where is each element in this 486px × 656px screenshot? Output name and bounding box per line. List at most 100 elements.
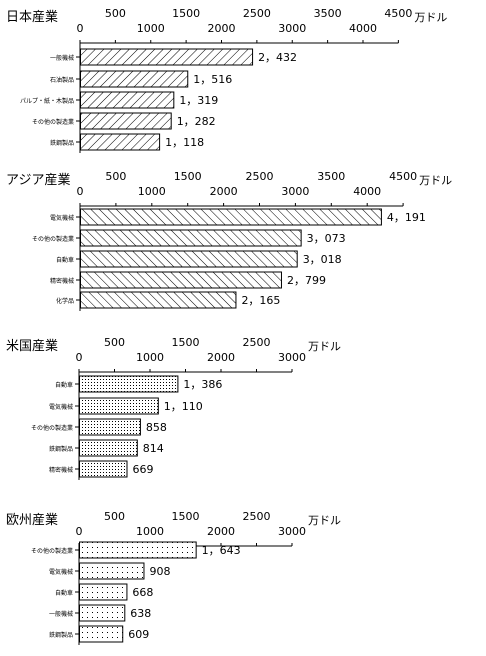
bar-0-4 (80, 133, 161, 151)
category-label-3-3: 一般機械 (49, 610, 73, 618)
x-tick-label-top-0-0: 500 (105, 7, 126, 20)
value-label-2-3: 814 (143, 442, 164, 455)
category-label-0-2: パルプ・紙・木製品 (20, 97, 74, 105)
x-tick-label-top-1-0: 500 (105, 170, 126, 183)
value-label-1-3: 2，799 (287, 274, 326, 287)
value-label-1-4: 2，165 (241, 294, 280, 307)
x-tick-label-top-0-2: 2500 (243, 7, 271, 20)
bar-2-2 (79, 418, 141, 436)
x-tick-label-bottom-3-1: 1000 (136, 525, 164, 538)
value-label-1-0: 4，191 (387, 211, 426, 224)
value-label-2-4: 669 (132, 463, 153, 476)
category-label-2-2: その他の製造業 (31, 424, 73, 432)
value-label-0-1: 1，516 (193, 73, 232, 86)
value-label-3-3: 638 (130, 607, 151, 620)
bar-1-2 (80, 250, 298, 268)
bar-2-4 (79, 460, 128, 478)
value-label-3-2: 668 (132, 586, 153, 599)
value-label-1-2: 3，018 (303, 253, 342, 266)
category-label-1-2: 自動車 (56, 256, 74, 264)
bar-3-0 (79, 541, 197, 559)
value-label-0-2: 1，319 (179, 94, 218, 107)
category-label-2-0: 自動車 (55, 381, 73, 389)
x-tick-label-top-1-4: 4500 (389, 170, 417, 183)
category-label-0-1: 石油製品 (50, 76, 74, 84)
chart-title-2: 米国産業 (6, 338, 58, 354)
category-label-3-2: 自動車 (55, 589, 73, 597)
value-label-1-1: 3，073 (307, 232, 346, 245)
category-label-3-1: 電気機械 (49, 568, 73, 576)
bar-0-0 (80, 48, 254, 66)
x-tick-label-top-3-1: 1500 (172, 510, 200, 523)
x-tick-label-bottom-0-4: 4000 (349, 22, 377, 35)
x-tick-label-top-0-1: 1500 (172, 7, 200, 20)
bar-2-1 (79, 397, 159, 415)
x-tick-label-bottom-3-0: 0 (76, 525, 83, 538)
x-tick-label-bottom-1-0: 0 (77, 185, 84, 198)
category-label-1-0: 電気機械 (50, 214, 74, 222)
category-label-0-4: 鉄鋼製品 (50, 139, 74, 147)
x-tick-label-top-1-3: 3500 (317, 170, 345, 183)
x-tick-label-top-1-1: 1500 (174, 170, 202, 183)
category-label-2-1: 電気機械 (49, 403, 73, 411)
category-label-3-4: 鉄鋼製品 (49, 631, 73, 639)
value-label-2-2: 858 (146, 421, 167, 434)
x-tick-label-bottom-2-1: 1000 (136, 351, 164, 364)
category-label-1-4: 化学品 (56, 297, 74, 305)
chart-title-1: アジア産業 (6, 172, 70, 188)
bar-3-1 (79, 562, 145, 580)
chart-title-0: 日本産業 (6, 9, 58, 25)
x-tick-label-bottom-0-2: 2000 (208, 22, 236, 35)
unit-label-1: 万ドル (419, 174, 452, 187)
x-tick-label-bottom-0-3: 3000 (278, 22, 306, 35)
x-tick-label-bottom-1-3: 3000 (281, 185, 309, 198)
category-label-2-4: 精密機械 (49, 466, 73, 474)
bar-1-4 (80, 291, 237, 309)
x-tick-label-bottom-3-2: 2000 (207, 525, 235, 538)
unit-label-3: 万ドル (308, 514, 341, 527)
category-label-0-3: その他の製造業 (32, 118, 74, 126)
value-label-3-4: 609 (128, 628, 149, 641)
bar-2-0 (79, 375, 179, 393)
value-label-0-0: 2，432 (258, 51, 297, 64)
chart-title-3: 欧州産業 (6, 512, 58, 528)
x-tick-label-bottom-3-3: 3000 (278, 525, 306, 538)
x-tick-label-top-3-0: 500 (104, 510, 125, 523)
x-tick-label-bottom-1-1: 1000 (138, 185, 166, 198)
bar-2-3 (79, 439, 138, 457)
x-tick-label-bottom-1-2: 2000 (210, 185, 238, 198)
bar-1-0 (80, 208, 382, 226)
value-label-0-3: 1，282 (177, 115, 216, 128)
x-tick-label-top-1-2: 2500 (246, 170, 274, 183)
bar-3-4 (79, 625, 124, 643)
bar-1-1 (80, 229, 302, 247)
value-label-0-4: 1，118 (165, 136, 204, 149)
bar-3-2 (79, 583, 128, 601)
category-label-3-0: その他の製造業 (31, 547, 73, 555)
unit-label-0: 万ドル (414, 11, 447, 24)
value-label-3-0: 1，643 (202, 544, 241, 557)
x-tick-label-top-2-2: 2500 (243, 336, 271, 349)
value-label-2-1: 1，110 (164, 400, 203, 413)
x-tick-label-top-0-4: 4500 (384, 7, 412, 20)
bar-1-3 (80, 271, 282, 289)
category-label-1-1: その他の製造業 (32, 235, 74, 243)
x-tick-label-top-2-0: 500 (104, 336, 125, 349)
x-tick-label-bottom-2-3: 3000 (278, 351, 306, 364)
bar-3-3 (79, 604, 126, 622)
unit-label-2: 万ドル (308, 340, 341, 353)
x-tick-label-bottom-2-0: 0 (76, 351, 83, 364)
x-tick-label-top-3-2: 2500 (243, 510, 271, 523)
bar-0-3 (80, 112, 172, 130)
value-label-3-1: 908 (149, 565, 170, 578)
bar-0-2 (80, 91, 175, 109)
x-tick-label-bottom-2-2: 2000 (207, 351, 235, 364)
x-tick-label-bottom-0-1: 1000 (137, 22, 165, 35)
category-label-0-0: 一般機械 (50, 54, 74, 62)
x-tick-label-top-2-1: 1500 (172, 336, 200, 349)
value-label-2-0: 1，386 (183, 378, 222, 391)
bar-0-1 (80, 70, 189, 88)
x-tick-label-top-0-3: 3500 (314, 7, 342, 20)
category-label-2-3: 鉄鋼製品 (49, 445, 73, 453)
